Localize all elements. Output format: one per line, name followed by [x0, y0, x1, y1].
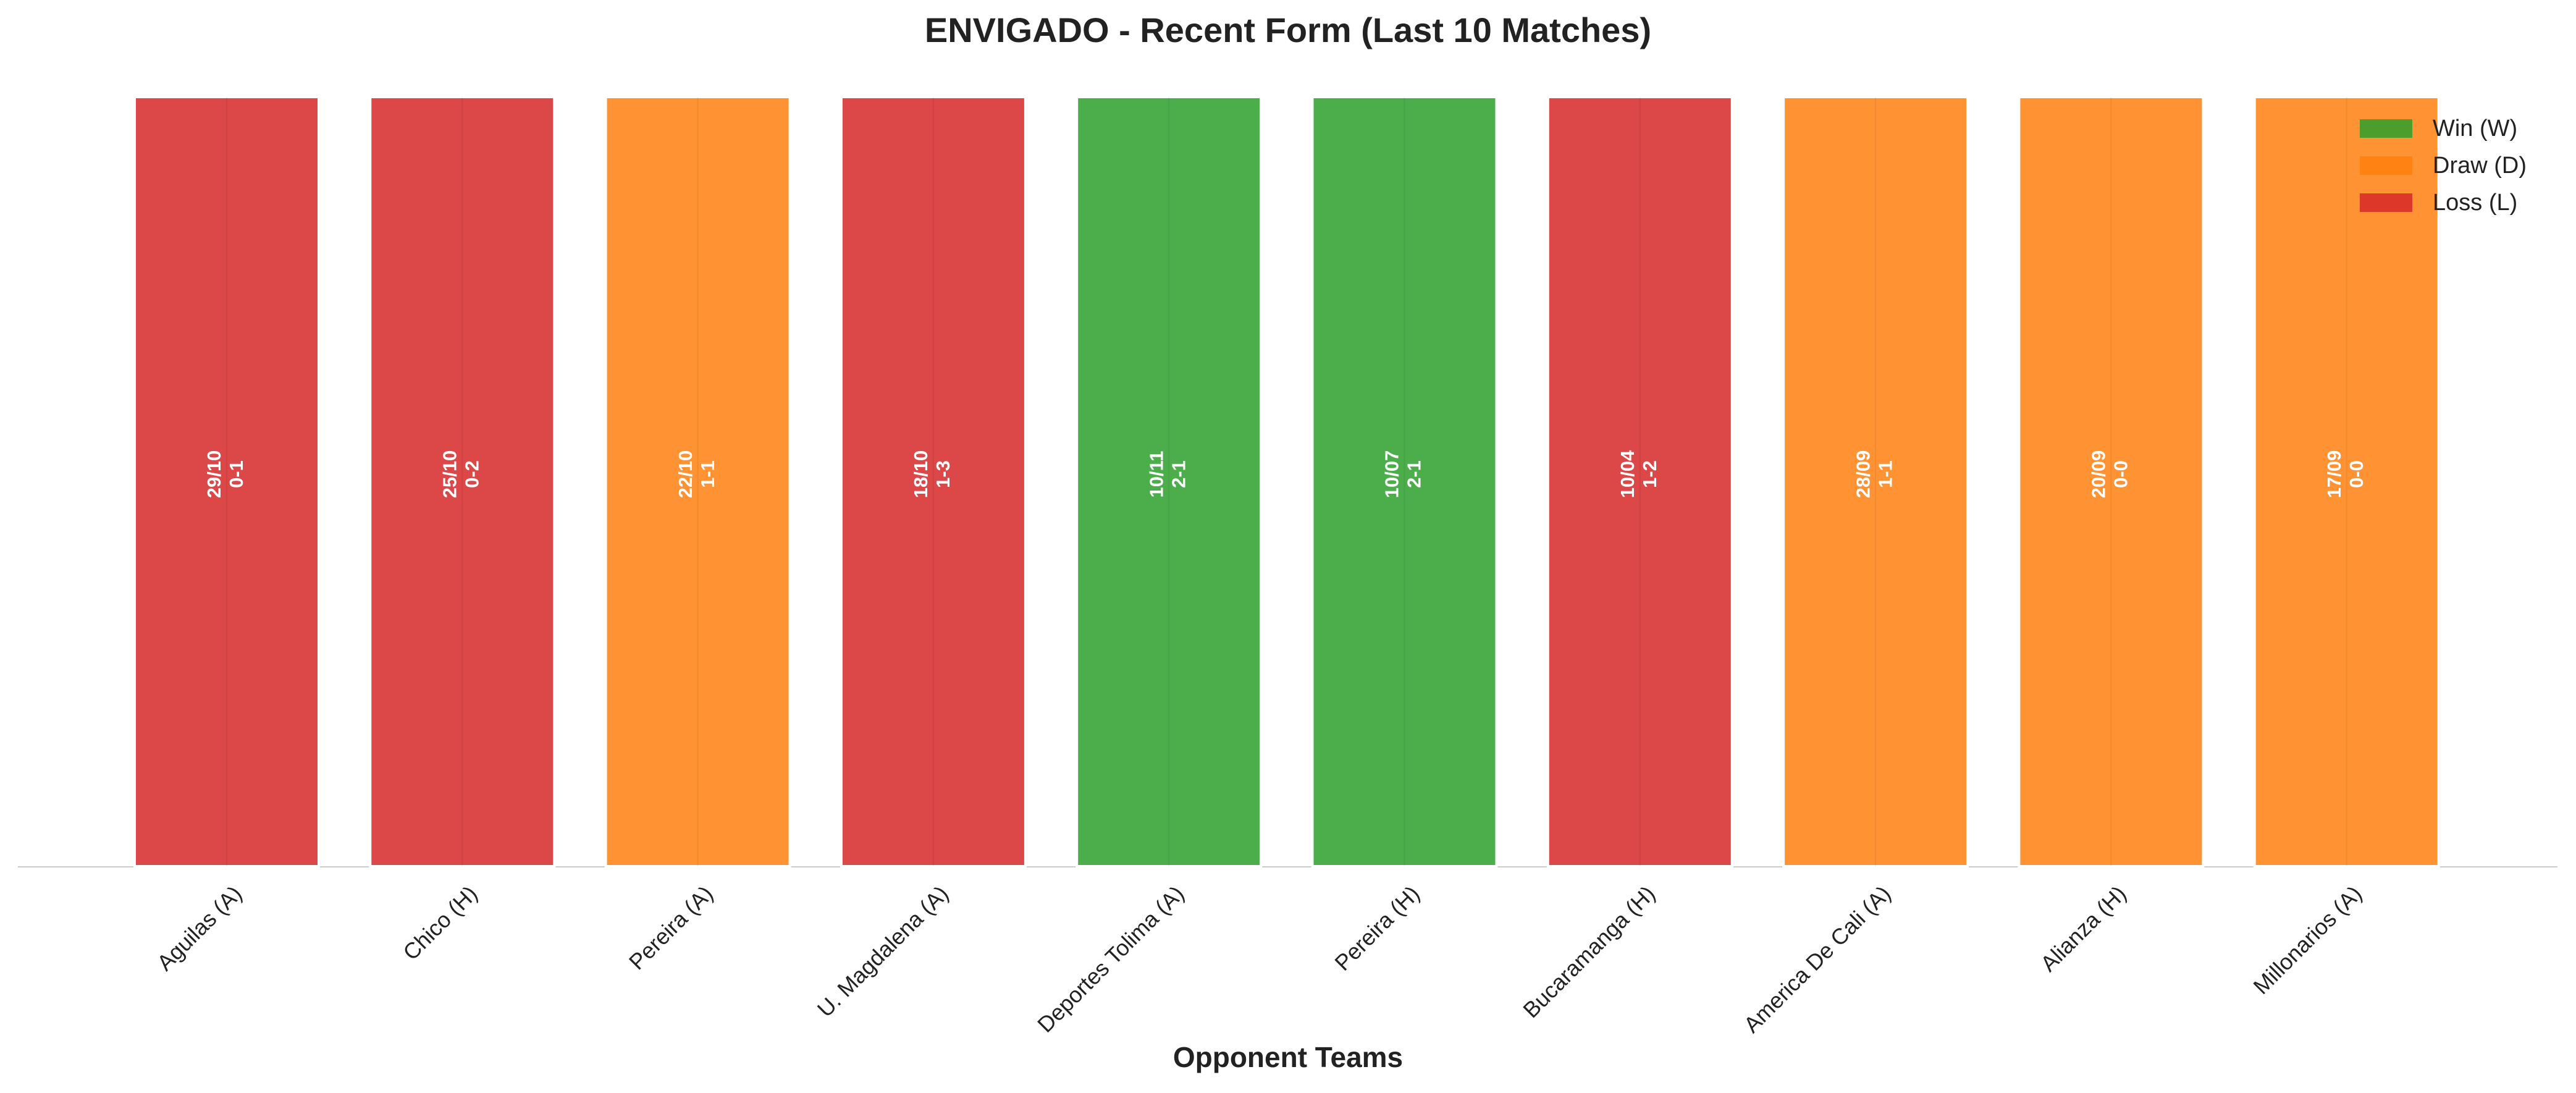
bar	[604, 96, 791, 867]
bar-score-label: 1-1	[1874, 460, 1896, 488]
bar	[1311, 96, 1498, 867]
x-tick-label: Chico (H)	[398, 880, 482, 964]
x-tick-label: Aguilas (A)	[152, 880, 246, 975]
bar-score-label: 1-1	[697, 460, 718, 488]
x-tick-label: U. Magdalena (A)	[812, 880, 953, 1021]
bar-score-label: 0-0	[2110, 460, 2132, 488]
bar-date-label: 10/04	[1617, 450, 1638, 498]
bar	[840, 96, 1027, 867]
x-tick-label: Millonarios (A)	[2248, 880, 2367, 999]
bar-date-label: 25/10	[439, 450, 460, 499]
legend-label: Win (W)	[2433, 116, 2517, 141]
x-axis-label: Opponent Teams	[1173, 1041, 1403, 1073]
x-tick-label: Pereira (H)	[1329, 880, 1424, 975]
bar	[2018, 96, 2205, 867]
bar	[1546, 96, 1733, 867]
bar-date-label: 18/10	[910, 450, 932, 499]
bar	[369, 96, 556, 867]
bar-score-label: 0-2	[461, 460, 482, 488]
legend-label: Draw (D)	[2433, 153, 2527, 179]
bar-date-label: 10/11	[1145, 451, 1167, 498]
bar-score-label: 2-1	[1404, 460, 1425, 488]
x-tick-label: Deportes Tolima (A)	[1032, 880, 1189, 1037]
bar	[2253, 96, 2440, 867]
x-tick-label: Alianza (H)	[2035, 880, 2131, 976]
bar-date-label: 29/10	[203, 450, 225, 499]
bar-score-label: 1-2	[1639, 460, 1661, 488]
bar-date-label: 22/10	[675, 450, 696, 499]
legend-swatch	[2360, 119, 2412, 138]
legend-label: Loss (L)	[2433, 190, 2517, 216]
bar-date-label: 17/09	[2323, 450, 2345, 499]
legend-swatch	[2360, 193, 2412, 212]
bar-date-label: 20/09	[2088, 450, 2110, 499]
bar-date-label: 28/09	[1852, 450, 1874, 499]
bar-date-label: 10/07	[1381, 450, 1403, 499]
bar	[133, 96, 320, 867]
x-tick-label: Pereira (A)	[624, 880, 718, 974]
bar-score-label: 0-0	[2346, 460, 2367, 488]
bar-score-label: 2-1	[1168, 460, 1189, 488]
x-tick-label: America De Cali (A)	[1739, 880, 1896, 1037]
legend-swatch	[2360, 156, 2412, 175]
bar-score-label: 1-3	[932, 460, 954, 488]
chart-title: ENVIGADO - Recent Form (Last 10 Matches)	[925, 11, 1651, 49]
bar	[1075, 96, 1263, 867]
bar	[1782, 96, 1969, 867]
bar-score-label: 0-1	[225, 460, 247, 488]
x-tick-label: Bucaramanga (H)	[1518, 880, 1660, 1023]
